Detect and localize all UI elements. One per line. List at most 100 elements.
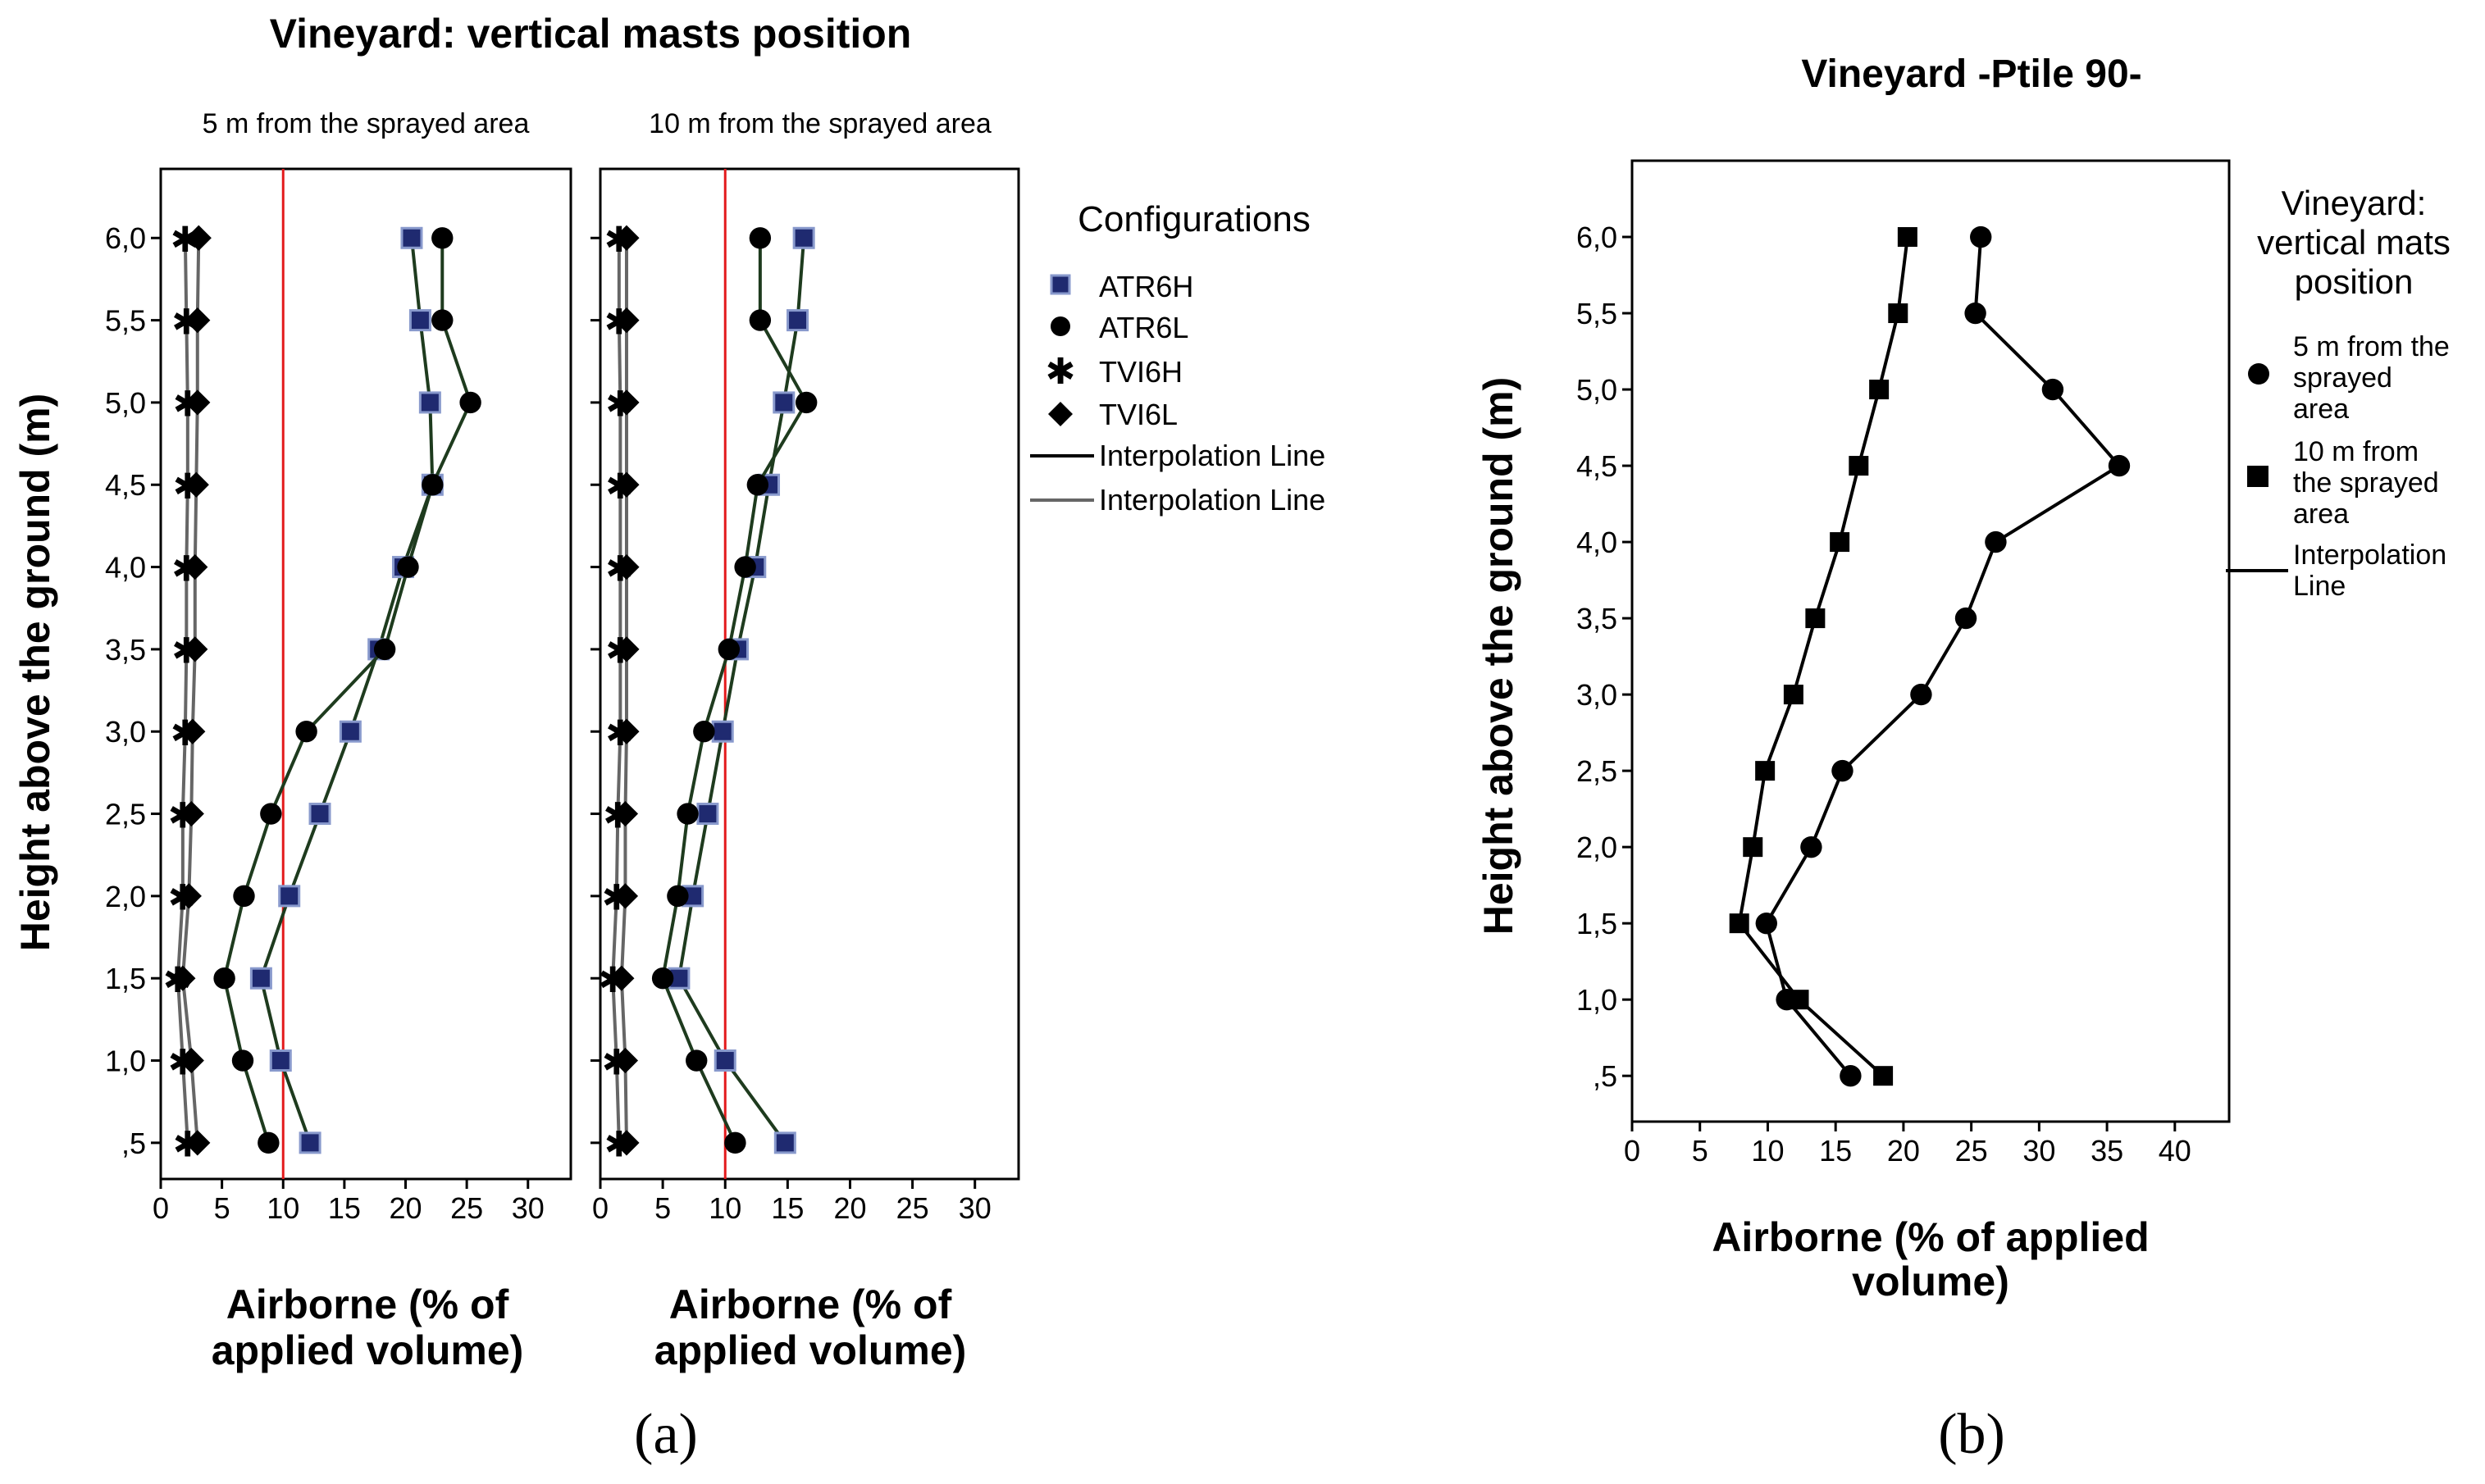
data-point-atr6l [749,227,772,249]
data-point-atr6h [773,391,796,414]
facet-1-x-axis-label-line-2: applied volume) [212,1327,524,1373]
facet-2-x-axis-label-line-2: applied volume) [654,1327,967,1373]
x-tick-label: 5 [654,1191,671,1225]
data-point-10-m-from-the-sprayed-area [1729,913,1749,934]
x-tick-label: 15 [328,1191,361,1225]
data-point-tvi6l [185,307,211,334]
panel-b-plot-frame [1630,159,2231,1123]
data-point-10-m-from-the-sprayed-area [1849,456,1869,476]
data-point-atr6l [231,1049,254,1072]
data-point-atr6h [711,720,734,743]
data-point-atr6l [724,1131,746,1154]
y-tick-label: 3,5 [1576,602,1617,635]
data-point-atr6h [714,1049,736,1072]
data-point-tvi6l [182,636,208,662]
x-tick-label: 15 [1819,1134,1852,1168]
series-line-tvi6l [180,238,201,1144]
y-tick-label: 5,0 [105,386,146,420]
data-point-5-m-from-the-sprayed-area [1954,607,1977,630]
legend-a-item-5: Interpolation Line [1099,439,1325,472]
data-point-atr6l [651,967,674,990]
panel-a: Vineyard: vertical masts position Height… [12,11,1325,1466]
facet-2-plot-frame [599,167,1020,1181]
data-point-tvi6l [185,1130,211,1156]
y-tick-label: 5,5 [105,304,146,338]
data-point-10-m-from-the-sprayed-area [1830,532,1850,553]
data-point-tvi6l [176,883,202,909]
data-point-atr6l [686,1049,708,1072]
facet-1-plot-frame [159,167,572,1181]
y-tick-label: 3,0 [1576,678,1617,712]
y-tick-label: 2,5 [1576,754,1617,788]
y-tick-label: 1,5 [1576,907,1617,940]
legend-b-item-2-line-2: the sprayed [2293,467,2439,498]
data-point-10-m-from-the-sprayed-area [1805,608,1826,629]
data-point-5-m-from-the-sprayed-area [1985,530,2007,553]
y-tick-label: 4,5 [105,468,146,502]
legend-b-item-2-line-3: area [2293,498,2349,530]
legend-a-item-4: TVI6L [1099,398,1178,431]
legend-a-item-6: Interpolation Line [1099,483,1325,517]
x-tick-label: 5 [1692,1134,1708,1168]
data-point-atr6h [278,885,301,908]
x-tick-label: 10 [709,1191,741,1225]
data-point-atr6l [260,803,282,825]
data-point-tvi6l [180,718,206,744]
data-point-atr6l [667,885,689,908]
series-line-atr6h [677,238,806,1145]
data-point-tvi6l [613,553,640,580]
y-tick-label: 4,5 [1576,449,1617,483]
data-point-tvi6l [178,800,204,827]
x-tick-label: 10 [1751,1134,1784,1168]
panel-b-x-axis-label-line-1: Airborne (% of applied [1712,1214,2149,1260]
y-tick-label: 5,5 [1576,297,1617,330]
data-point-tvi6l [178,1047,204,1074]
x-tick-label: 30 [959,1191,992,1225]
legend-b-item-1-line-1: 5 m from the [2293,331,2450,362]
legend-a-item-3: TVI6H [1099,355,1183,389]
data-point-tvi6l [613,225,640,251]
data-point-5-m-from-the-sprayed-area [1755,912,1777,935]
panel-b-x-axis: 0 5 10 15 20 25 30 35 40 [1624,1122,2191,1168]
data-point-atr6l [431,227,454,249]
data-point-atr6h [269,1049,292,1072]
y-tick-label: 3,0 [105,715,146,749]
data-point-atr6l [373,638,396,661]
panel-a-label: (a) [634,1403,698,1466]
series-line-10-m-from-the-sprayed-area [1737,236,1909,1077]
data-point-tvi6l [182,553,208,580]
legend-b-item-1-line-2: sprayed [2293,362,2392,394]
y-tick-label: 6,0 [105,221,146,255]
data-point-5-m-from-the-sprayed-area [1964,302,1986,325]
data-point-atr6h [400,226,423,249]
x-tick-label: 0 [153,1191,169,1225]
x-tick-label: 25 [1955,1134,1988,1168]
data-point-5-m-from-the-sprayed-area [2041,378,2064,401]
legend-b-item-3-line-2: Line [2293,571,2346,602]
series-line-atr6l [222,238,472,1144]
panel-a-legend: Configurations ATR6H ATR6L ✱ TVI6H TVI6L… [1030,199,1325,517]
data-point-tvi6l [170,965,196,991]
x-tick-label: 15 [771,1191,804,1225]
data-point-atr6l [213,967,235,990]
panel-a-y-axis-label: Height above the ground (m) [12,394,58,952]
panel-b-label: (b) [1938,1403,2005,1466]
series-line-5-m-from-the-sprayed-area [1764,236,2121,1077]
data-point-tvi6l [612,883,639,909]
x-tick-label: 35 [2091,1134,2123,1168]
data-point-atr6h [408,309,431,332]
facet-2-x-axis-label-line-1: Airborne (% of [669,1281,952,1327]
data-point-atr6l [693,721,715,743]
data-point-tvi6l [612,800,639,827]
data-point-atr6h [299,1131,321,1154]
data-point-tvi6l [613,718,640,744]
legend-a-marker-diamond [1048,402,1073,426]
data-point-5-m-from-the-sprayed-area [1970,225,1992,248]
data-point-5-m-from-the-sprayed-area [1831,759,1853,782]
legend-b-title-line-3: position [2295,262,2414,301]
legend-b-title-line-2: vertical mats [2257,223,2451,262]
series-line-atr6l [661,238,809,1144]
data-point-atr6h [787,309,809,332]
data-point-10-m-from-the-sprayed-area [1873,1066,1894,1086]
